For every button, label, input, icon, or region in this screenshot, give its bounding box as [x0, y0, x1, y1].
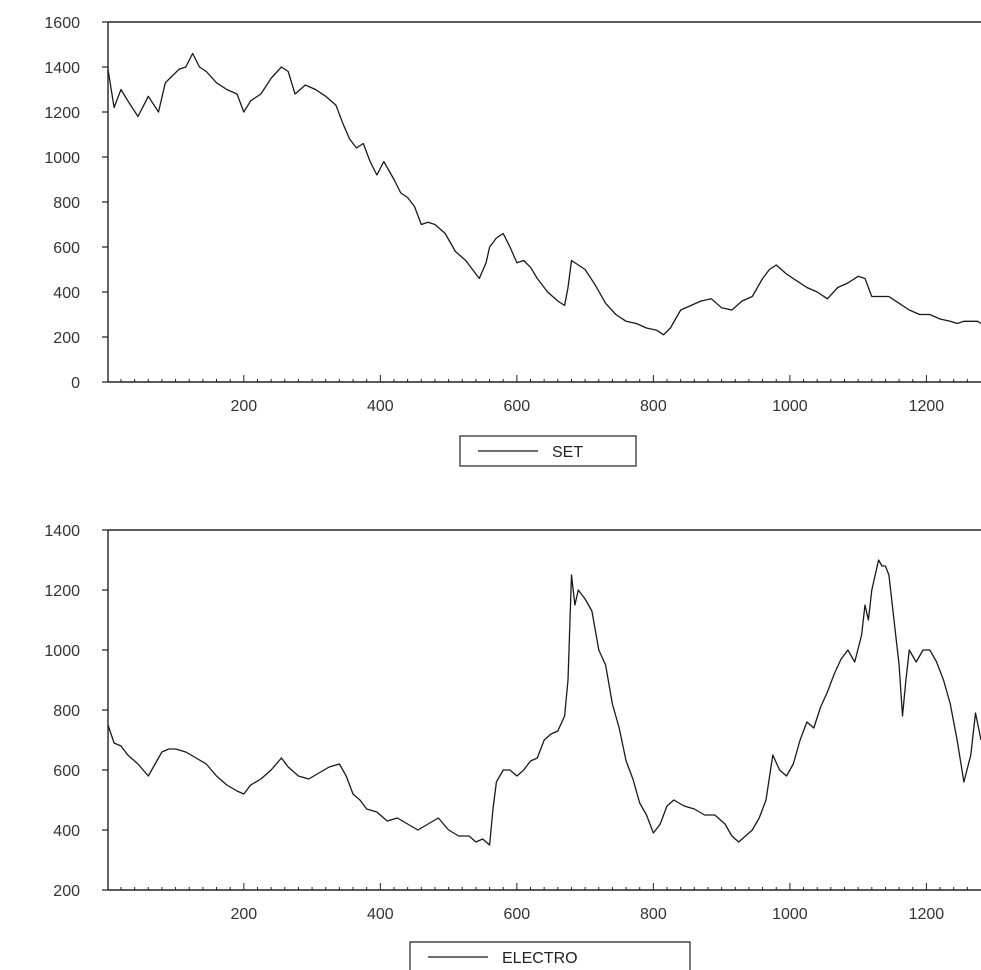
- y-tick-label: 200: [53, 330, 80, 347]
- y-tick-label: 1400: [44, 60, 80, 77]
- y-tick-label: 1200: [44, 583, 80, 600]
- chart-panel-electro: 200 400 600 800 1000 1200 1400 200 400 600 800 1000…: [44, 523, 981, 970]
- x-tick-label: 800: [640, 398, 667, 415]
- x-tick-label: 600: [504, 398, 531, 415]
- y-tick-label: 1000: [44, 150, 80, 167]
- y-tick-label: 400: [53, 823, 80, 840]
- y-tick-label: 800: [53, 195, 80, 212]
- series-line-electro: [107, 559, 981, 846]
- chart-panel-set: 0 200 400 600 800 1000 1200 1400 1600 200 400 600 80…: [44, 15, 981, 467]
- y-tick-label: 400: [53, 285, 80, 302]
- x-tick-label: 1200: [909, 398, 945, 415]
- y-tick-label: 1600: [44, 15, 80, 32]
- legend-label: ELECTRO: [502, 950, 578, 967]
- x-tick-label: 1000: [772, 398, 808, 415]
- x-tick-label: 800: [640, 906, 667, 923]
- y-tick-label: 800: [53, 703, 80, 720]
- x-tick-label: 600: [504, 906, 531, 923]
- legend-box: [409, 941, 691, 970]
- x-tick-label: 200: [230, 906, 257, 923]
- legend-label: SET: [552, 444, 583, 461]
- y-tick-label: 1000: [44, 643, 80, 660]
- x-tick-label: 400: [367, 906, 394, 923]
- y-tick-label: 600: [53, 240, 80, 257]
- y-tick-label: 1400: [44, 523, 80, 540]
- x-tick-label: 1000: [772, 906, 808, 923]
- y-tick-label: 600: [53, 763, 80, 780]
- x-tick-label: 1200: [909, 906, 945, 923]
- y-tick-label: 1200: [44, 105, 80, 122]
- x-tick-label: 200: [230, 398, 257, 415]
- series-line-set: [107, 52, 981, 336]
- y-tick-label: 200: [53, 883, 80, 900]
- y-tick-label: 0: [71, 375, 80, 392]
- x-tick-label: 400: [367, 398, 394, 415]
